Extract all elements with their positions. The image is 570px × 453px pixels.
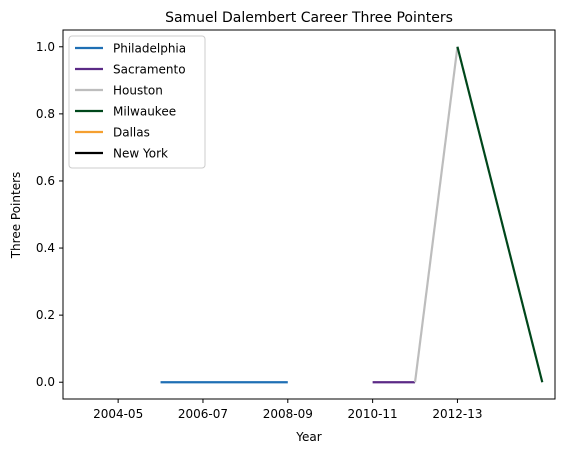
legend-label-new-york: New York [113,147,168,161]
y-tick-label: 0.8 [36,107,55,121]
legend-label-sacramento: Sacramento [113,63,186,77]
x-tick-label: 2006-07 [178,407,228,421]
x-axis-label: Year [295,430,321,444]
x-tick-label: 2012-13 [432,407,482,421]
legend-label-philadelphia: Philadelphia [113,42,186,56]
y-tick-label: 1.0 [36,40,55,54]
x-tick-label: 2010-11 [348,407,398,421]
y-axis-label: Three Pointers [9,172,23,260]
plot-frame [62,29,556,400]
x-tick-label: 2004-05 [93,407,143,421]
x-tick-label: 2008-09 [263,407,313,421]
legend: Philadelphia Sacramento Houston Milwaukee Da… [68,35,206,169]
y-tick-label: 0.6 [36,174,55,188]
legend-label-houston: Houston [113,84,163,98]
y-tick-label: 0.2 [36,308,55,322]
chart-title: Samuel Dalembert Career Three Pointers [165,10,453,26]
y-tick-label: 0.4 [36,241,55,255]
series-line-houston [413,46,459,383]
legend-label-dallas: Dallas [113,126,150,140]
y-tick-label: 0.0 [36,375,55,389]
series-line-milwaukee [456,46,544,383]
legend-label-milwaukee: Milwaukee [113,105,176,119]
